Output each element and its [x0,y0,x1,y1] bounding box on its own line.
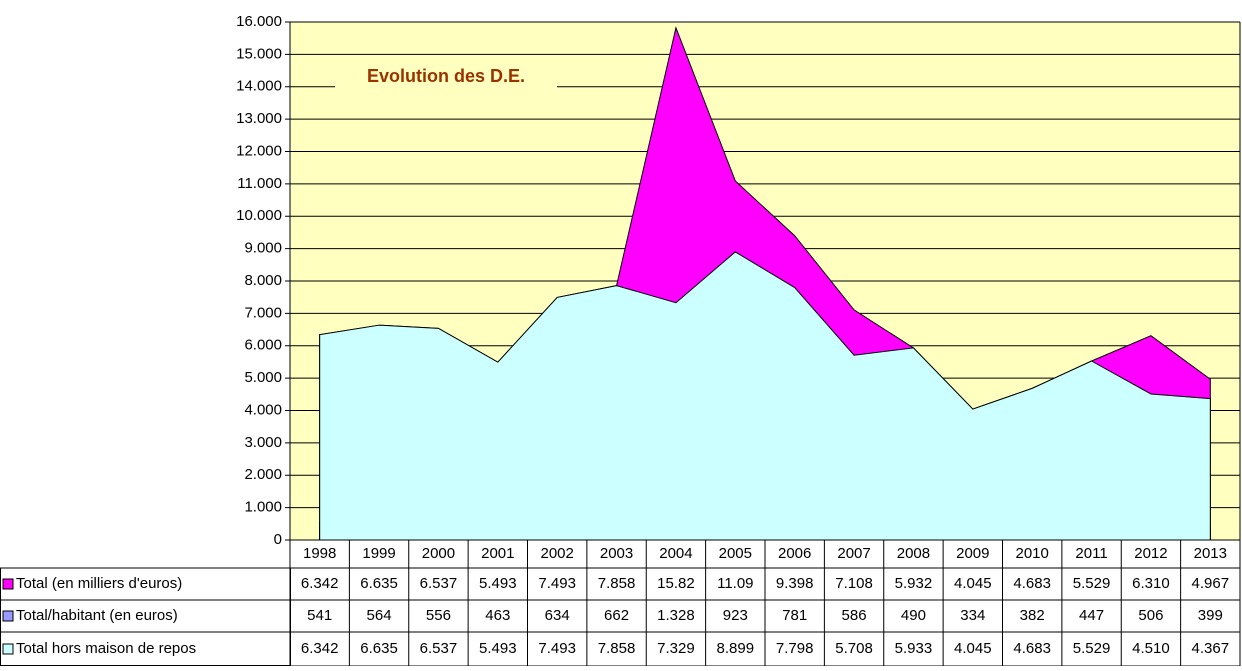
data-label: 781 [782,607,807,624]
data-label: 7.493 [538,640,576,657]
data-label: 5.932 [895,575,933,592]
y-tick-label: 14.000 [236,78,282,95]
data-label: 6.635 [360,640,398,657]
y-tick-label: 5.000 [244,369,282,386]
data-label: 5.493 [479,640,517,657]
y-tick-label: 13.000 [236,110,282,127]
data-label: 11.09 [717,575,753,592]
data-label: 6.537 [420,640,458,657]
data-label: 541 [307,607,332,624]
data-label: 9.398 [776,575,814,592]
data-label: 506 [1138,607,1163,624]
data-label: 7.798 [776,640,814,657]
y-tick-label: 7.000 [244,304,282,321]
y-tick-label: 6.000 [244,337,282,354]
chart-title: Evolution des D.E. [367,66,525,86]
data-label: 923 [723,607,748,624]
data-label: 586 [842,607,867,624]
x-tick-label: 1999 [362,545,395,562]
data-label: 4.367 [1192,640,1230,657]
data-label: 490 [901,607,926,624]
data-label: 7.858 [598,640,636,657]
x-tick-label: 2006 [778,545,811,562]
data-label: 447 [1079,607,1104,624]
y-tick-label: 9.000 [244,240,282,257]
x-tick-label: 2010 [1016,545,1049,562]
data-label: 5.708 [835,640,873,657]
y-tick-label: 1.000 [244,499,282,516]
y-tick-label: 2.000 [244,466,282,483]
y-tick-label: 12.000 [236,142,282,159]
data-label: 7.108 [835,575,873,592]
data-label: 4.510 [1132,640,1170,657]
legend-key [2,578,14,590]
data-label: 4.967 [1192,575,1230,592]
x-tick-label: 2013 [1194,545,1227,562]
legend-key [2,610,14,622]
data-label: 6.635 [360,575,398,592]
x-tick-label: 1998 [303,545,336,562]
data-label: 4.683 [1013,640,1051,657]
data-label: 382 [1020,607,1045,624]
y-tick-label: 0 [274,531,282,548]
data-label: 5.529 [1073,575,1111,592]
y-tick-label: 4.000 [244,401,282,418]
data-label: 463 [485,607,510,624]
data-label: 7.858 [598,575,636,592]
x-tick-label: 2000 [422,545,455,562]
data-label: 6.537 [420,575,458,592]
data-label: 334 [960,607,985,624]
data-label: 6.342 [301,640,339,657]
data-label: 399 [1198,607,1223,624]
title-box [335,58,557,96]
x-tick-label: 2005 [719,545,752,562]
data-label: 5.529 [1073,640,1111,657]
legend-label: Total hors maison de repos [16,640,196,657]
y-tick-label: 11.000 [237,175,282,192]
x-tick-label: 2001 [481,545,514,562]
x-tick-label: 2007 [837,545,870,562]
y-tick-label: 8.000 [244,272,282,289]
y-tick-label: 10.000 [236,207,282,224]
data-label: 4.045 [954,640,992,657]
area [319,251,1211,541]
data-label: 5.933 [895,640,933,657]
data-label: 8.899 [717,640,755,657]
x-tick-label: 2003 [600,545,633,562]
data-label: 4.683 [1013,575,1051,592]
data-label: 6.310 [1132,575,1170,592]
y-tick-label: 3.000 [244,434,282,451]
y-tick-label: 15.000 [236,45,282,62]
data-label: 7.329 [657,640,695,657]
legend-key [2,643,14,655]
data-label: 1.328 [657,607,695,624]
data-label: 4.045 [954,575,992,592]
data-label: 564 [367,607,392,624]
data-label: 7.493 [538,575,576,592]
data-label: 634 [545,607,570,624]
data-label: 15.82 [657,575,695,592]
x-tick-label: 2008 [897,545,930,562]
x-tick-label: 2009 [956,545,989,562]
data-label: 5.493 [479,575,517,592]
x-tick-label: 2012 [1134,545,1167,562]
x-tick-label: 2011 [1075,545,1107,562]
y-tick-label: 16.000 [236,13,282,30]
data-label: 6.342 [301,575,339,592]
x-tick-label: 2002 [541,545,574,562]
data-label: 556 [426,607,451,624]
x-tick-label: 2004 [659,545,692,562]
data-label: 662 [604,607,629,624]
legend-label: Total/habitant (en euros) [16,607,178,624]
legend-label: Total (en milliers d'euros) [16,575,182,592]
